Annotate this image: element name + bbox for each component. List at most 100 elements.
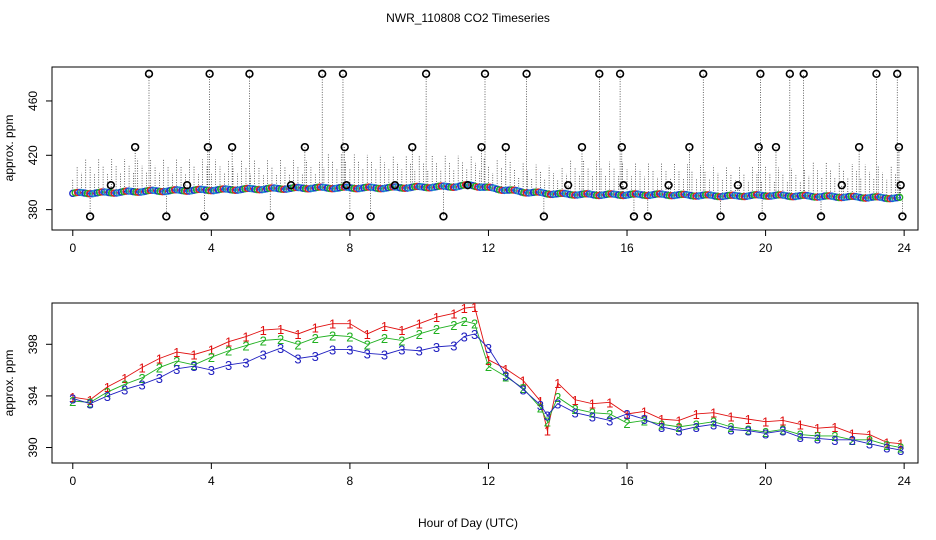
bottom-plot-series-2-point: 2 <box>208 350 215 365</box>
bottom-plot-series-1-point: 1 <box>831 420 838 435</box>
top-plot-outlier-point <box>317 69 327 78</box>
top-plot-ylabel: approx. ppm <box>2 115 16 182</box>
bottom-plot-series-3-point: 3 <box>364 346 371 361</box>
bottom-plot-xlabel: Hour of Day (UTC) <box>418 516 518 530</box>
top-plot-point <box>425 184 433 192</box>
top-plot-outlier-point <box>754 142 763 152</box>
top-plot-point <box>398 184 407 192</box>
top-plot-outlier-point <box>340 142 349 152</box>
bottom-plot-series-3-point: 3 <box>104 389 111 404</box>
bottom-plot-series-2-point: 2 <box>897 441 904 456</box>
bottom-plot-series-1-point: 1 <box>242 330 249 345</box>
bottom-plot-series-1-point: 1 <box>461 301 468 316</box>
top-plot-point <box>340 183 349 191</box>
top-plot-point <box>374 184 383 193</box>
bottom-plot-series-2-point: 2 <box>814 429 821 444</box>
top-plot-point <box>786 192 795 201</box>
bottom-plot-y-tick-label: 394 <box>26 386 40 406</box>
bottom-plot-series-2-point: 2 <box>745 422 752 437</box>
bottom-plot-series-1-point: 1 <box>260 323 267 338</box>
bottom-plot-series-3-point: 3 <box>502 368 509 383</box>
bottom-plot-series-3-point: 3 <box>606 413 613 428</box>
bottom-plot-x-tick-label: 0 <box>69 474 76 488</box>
bottom-plot-series-1-point: 1 <box>190 348 197 363</box>
bottom-plot-series-3-point: 3 <box>433 340 440 355</box>
bottom-plot-series-2-point: 2 <box>260 333 267 348</box>
top-plot-outlier-point <box>595 69 604 78</box>
top-plot-point <box>500 186 509 195</box>
bottom-plot-series-1-point: 1 <box>571 393 578 408</box>
bottom-plot-series-1-point: 1 <box>312 321 319 336</box>
bottom-plot-series-1-point: 1 <box>104 380 111 395</box>
bottom-plot-series-1-point: 1 <box>121 371 128 386</box>
bottom-plot-series-2-point: 2 <box>554 390 561 405</box>
bottom-plot-series-3-point: 3 <box>537 398 544 413</box>
bottom-plot-series-1-point: 1 <box>641 404 648 419</box>
bottom-plot-series-2-point: 2 <box>883 438 890 453</box>
bottom-plot-series-1-point: 1 <box>797 417 804 432</box>
bottom-plot-x-tick-label: 20 <box>759 474 773 488</box>
top-plot-point <box>752 191 761 199</box>
top-plot-x-tick-label: 16 <box>620 241 634 255</box>
top-plot-outlier-point <box>366 212 375 221</box>
bottom-plot-series-2-point: 2 <box>242 339 249 354</box>
top-plot-point <box>134 188 142 196</box>
top-plot-point <box>478 183 487 191</box>
bottom-plot-series-2-point: 2 <box>658 417 665 432</box>
top-plot-outlier-point <box>816 212 826 221</box>
bottom-plot-series-3-point: 3 <box>710 417 717 432</box>
bottom-plot-series-2-point: 2 <box>779 422 786 437</box>
top-plot-point <box>498 186 506 194</box>
top-plot-point <box>738 192 746 201</box>
top-plot-point <box>195 185 203 194</box>
bottom-plot-series-2-point: 2 <box>450 318 457 333</box>
top-plot-outlier-point <box>300 142 310 152</box>
top-plot-point <box>847 192 855 200</box>
bottom-plot-series-1-point: 1 <box>745 412 752 427</box>
top-plot-outlier-point <box>203 142 213 152</box>
top-plot-outlier-point <box>539 212 549 221</box>
top-plot-point <box>219 185 227 193</box>
bottom-plot-series-3-point: 3 <box>675 424 682 439</box>
top-plot-point <box>389 183 397 191</box>
top-plot-point <box>328 184 336 193</box>
bottom-plot-series-2-point: 2 <box>225 344 232 359</box>
top-plot-outlier-point <box>771 142 781 152</box>
bottom-plot-series-3-point: 3 <box>897 443 904 458</box>
top-plot-axes: 0 4 8 12 16 20 24 380 420 460 <box>26 91 911 255</box>
top-plot-point <box>229 186 237 194</box>
bottom-plot-series-2-point: 2 <box>398 333 405 348</box>
top-plot-outlier-point <box>162 212 171 221</box>
bottom-plot-series-1-point: 1 <box>381 319 388 334</box>
bottom-plot-series-3-point: 3 <box>727 422 734 437</box>
bottom-plot-series-1-point: 1 <box>897 437 904 452</box>
bottom-plot-series-3-point: 3 <box>156 371 163 386</box>
bottom-plot-series-1-point: 1 <box>727 410 734 425</box>
top-plot-point <box>481 183 489 191</box>
top-plot-outlier-point <box>144 69 154 78</box>
bottom-plot-series-1-point: 1 <box>519 373 526 388</box>
top-plot-point <box>789 193 797 201</box>
top-plot-outlier-point <box>893 69 902 78</box>
top-plot-outlier-point <box>837 180 846 190</box>
top-plot-point <box>701 191 710 199</box>
top-plot-outlier-point <box>480 69 490 78</box>
top-plot-point <box>301 184 310 193</box>
top-plot-outlier-point <box>854 142 864 152</box>
top-plot-point <box>592 191 601 200</box>
top-plot-outlier-point <box>898 212 907 221</box>
bottom-plot-series-3-point: 3 <box>589 410 596 425</box>
top-plot-point <box>568 191 576 199</box>
bottom-plot-series-2-point: 2 <box>641 413 648 428</box>
top-plot-point <box>447 183 455 191</box>
bottom-plot-series-3-point: 3 <box>554 397 561 412</box>
top-plot-outlier-point <box>619 180 628 190</box>
top-plot-point <box>377 185 385 193</box>
bottom-plot-series-1-point: 1 <box>69 390 76 405</box>
top-plot-outlier-point <box>345 212 355 221</box>
top-plot-point <box>765 192 773 200</box>
top-plot-point <box>253 185 261 194</box>
bottom-plot-series-3-point: 3 <box>883 441 890 456</box>
